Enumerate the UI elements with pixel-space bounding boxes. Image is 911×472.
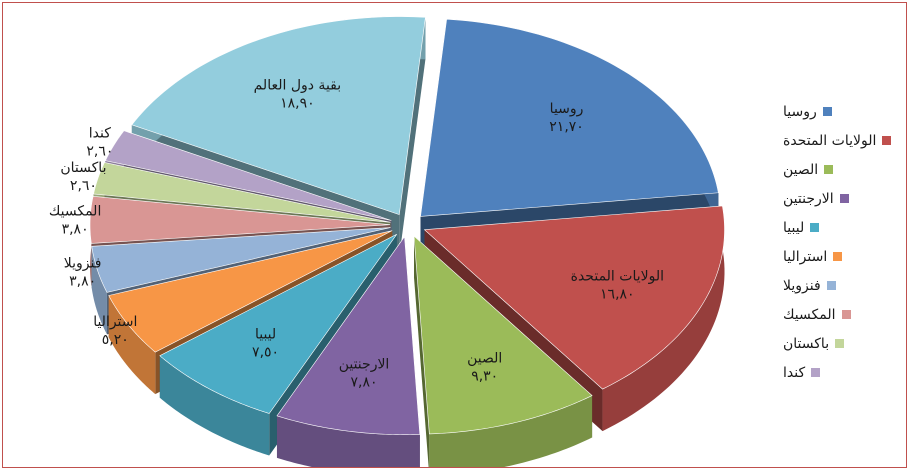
pie-slice-0: [420, 18, 719, 217]
slice-value-label-9: ٢,٦٠: [86, 144, 113, 160]
legend-swatch: [835, 339, 845, 348]
legend-swatch: [839, 194, 849, 203]
pie-slice-9: [104, 130, 392, 221]
slice-category-label-7: المكسيك: [49, 204, 102, 220]
slice-category-label-5: استراليا: [93, 314, 137, 330]
pie-slice-7: [89, 196, 391, 244]
legend-swatch: [826, 281, 836, 290]
legend-label: ليبيا: [783, 219, 805, 236]
legend-label: الصين: [783, 161, 819, 178]
legend-item: باكستان: [783, 329, 905, 358]
slice-tops: [89, 16, 725, 435]
pie-slice-8: [93, 162, 391, 223]
slice-rim-3: [276, 415, 420, 467]
slice-wall-10-1: [399, 17, 426, 257]
legend-swatch: [882, 136, 892, 145]
legend-swatch: [824, 165, 834, 174]
slice-value-label-7: ٣,٨٠: [62, 222, 89, 238]
legend-item: فنزويلا: [783, 271, 905, 300]
legend-swatch: [810, 223, 820, 232]
legend-item: استراليا: [783, 242, 905, 271]
legend-swatch: [822, 107, 832, 116]
legend-label: الولايات المتحدة: [783, 132, 877, 149]
slice-category-label-4: ليبيا: [255, 327, 276, 343]
legend-item: ليبيا: [783, 213, 905, 242]
legend-swatch: [841, 310, 851, 319]
legend-item: كندا: [783, 358, 905, 387]
legend-item: روسيا: [783, 97, 905, 126]
slice-wall-2-1: [414, 236, 430, 467]
slice-rim-6: [91, 246, 107, 335]
pie-slice-10: [131, 16, 426, 216]
slice-rim-5: [108, 295, 156, 395]
slice-value-label-5: ٥,٢٠: [102, 332, 129, 348]
slice-category-label-2: الصين: [467, 351, 502, 367]
legend-label: المكسيك: [783, 306, 836, 323]
pie-slice-5: [108, 230, 393, 353]
slice-category-label-3: الارجنتين: [339, 357, 390, 373]
legend-label: روسيا: [783, 103, 817, 120]
legend-label: باكستان: [783, 335, 830, 352]
pie-slice-6: [91, 227, 391, 293]
legend-label: الارجنتين: [783, 190, 834, 207]
legend-item: الولايات المتحدة: [783, 126, 905, 155]
pie-slice-2: [413, 235, 593, 435]
legend: روسيا الولايات المتحدة الصين الارجنتين ليبيا…: [783, 97, 905, 387]
slice-category-label-6: فنزويلا: [64, 256, 102, 272]
data-labels: روسيا ٢١,٧٠ الولايات المتحدة ١٦,٨٠ الصين ٩,٣٠…: [49, 77, 664, 390]
slice-value-label-2: ٩,٣٠: [471, 369, 498, 385]
slice-value-label-0: ٢١,٧٠: [549, 119, 584, 135]
slice-value-label-8: ٢,٦٠: [70, 178, 97, 194]
legend-item: الصين: [783, 155, 905, 184]
slice-value-label-4: ٧,٥٠: [252, 345, 279, 361]
slice-rim-4: [159, 355, 270, 456]
slice-rim-2: [429, 395, 593, 467]
slice-value-label-10: ١٨,٩٠: [280, 95, 315, 111]
legend-label: استراليا: [783, 248, 828, 265]
pie-chart: روسيا ٢١,٧٠ الولايات المتحدة ١٦,٨٠ الصين ٩,٣٠…: [49, 16, 725, 467]
slice-category-label-9: كندا: [89, 126, 111, 142]
legend-label: كندا: [783, 364, 806, 381]
slice-category-label-1: الولايات المتحدة: [571, 269, 664, 285]
pie-slice-1: [423, 205, 725, 390]
pie-slice-4: [159, 234, 397, 414]
slice-value-label-3: ٧,٨٠: [351, 375, 378, 391]
legend-swatch: [833, 252, 843, 261]
legend-swatch: [811, 368, 821, 377]
slice-category-label-8: باكستان: [60, 160, 106, 176]
pie-slice-3: [276, 235, 421, 435]
legend-item: الارجنتين: [783, 184, 905, 213]
legend-label: فنزويلا: [783, 277, 821, 294]
slice-value-label-1: ١٦,٨٠: [600, 287, 635, 303]
slice-rim-1: [602, 205, 725, 432]
legend-item: المكسيك: [783, 300, 905, 329]
slice-category-label-10: بقية دول العالم: [254, 77, 342, 93]
slice-category-label-0: روسيا: [550, 101, 584, 117]
slice-value-label-6: ٣,٨٠: [69, 274, 96, 290]
